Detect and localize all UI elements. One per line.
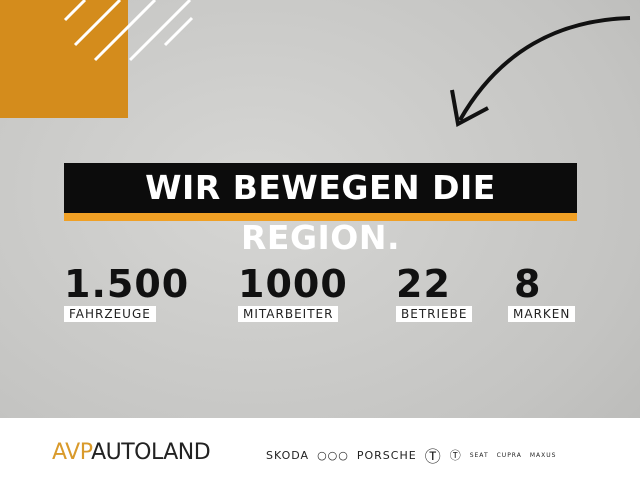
cupra-logo: CUPRA: [496, 451, 522, 459]
avp-autoland-logo: AVPAUTOLAND: [52, 440, 211, 465]
brand-logos: SKODA ○○○ PORSCHE Ⓣ Ⓣ SEAT CUPRA MAXUS: [266, 443, 556, 467]
stat-value: 22: [396, 262, 451, 306]
diagonal-stripes-icon: [63, 0, 194, 62]
stat-brands: 8 MARKEN: [508, 262, 576, 322]
footer: [0, 418, 640, 480]
stat-label: MITARBEITER: [238, 306, 339, 322]
stat-label: MARKEN: [508, 306, 576, 322]
headline-underline: [64, 213, 577, 221]
seat-logo: SEAT: [469, 451, 489, 459]
skoda-logo: SKODA: [266, 448, 310, 462]
stat-value: 8: [514, 262, 542, 306]
stat-vehicles: 1.500 FAHRZEUGE: [64, 265, 189, 322]
stat-locations: 22 BETRIEBE: [396, 262, 473, 322]
stat-employees: 1000 MITARBEITER: [238, 265, 348, 322]
stat-label: FAHRZEUGE: [64, 306, 156, 322]
curved-arrow-icon: [450, 16, 631, 128]
porsche-logo: PORSCHE: [356, 448, 417, 462]
audi-rings-icon: ○○○: [317, 448, 349, 462]
stat-label: BETRIEBE: [396, 306, 473, 322]
stat-value: 1000: [238, 262, 348, 306]
headline: WIR BEWEGEN DIE REGION.: [64, 163, 577, 257]
orange-block: [0, 0, 128, 118]
vw-commercial-logo-icon: Ⓣ: [449, 449, 462, 462]
stat-value: 1.500: [64, 262, 190, 306]
vw-logo-icon: Ⓣ: [424, 447, 442, 466]
maxus-logo: MAXUS: [529, 451, 557, 459]
